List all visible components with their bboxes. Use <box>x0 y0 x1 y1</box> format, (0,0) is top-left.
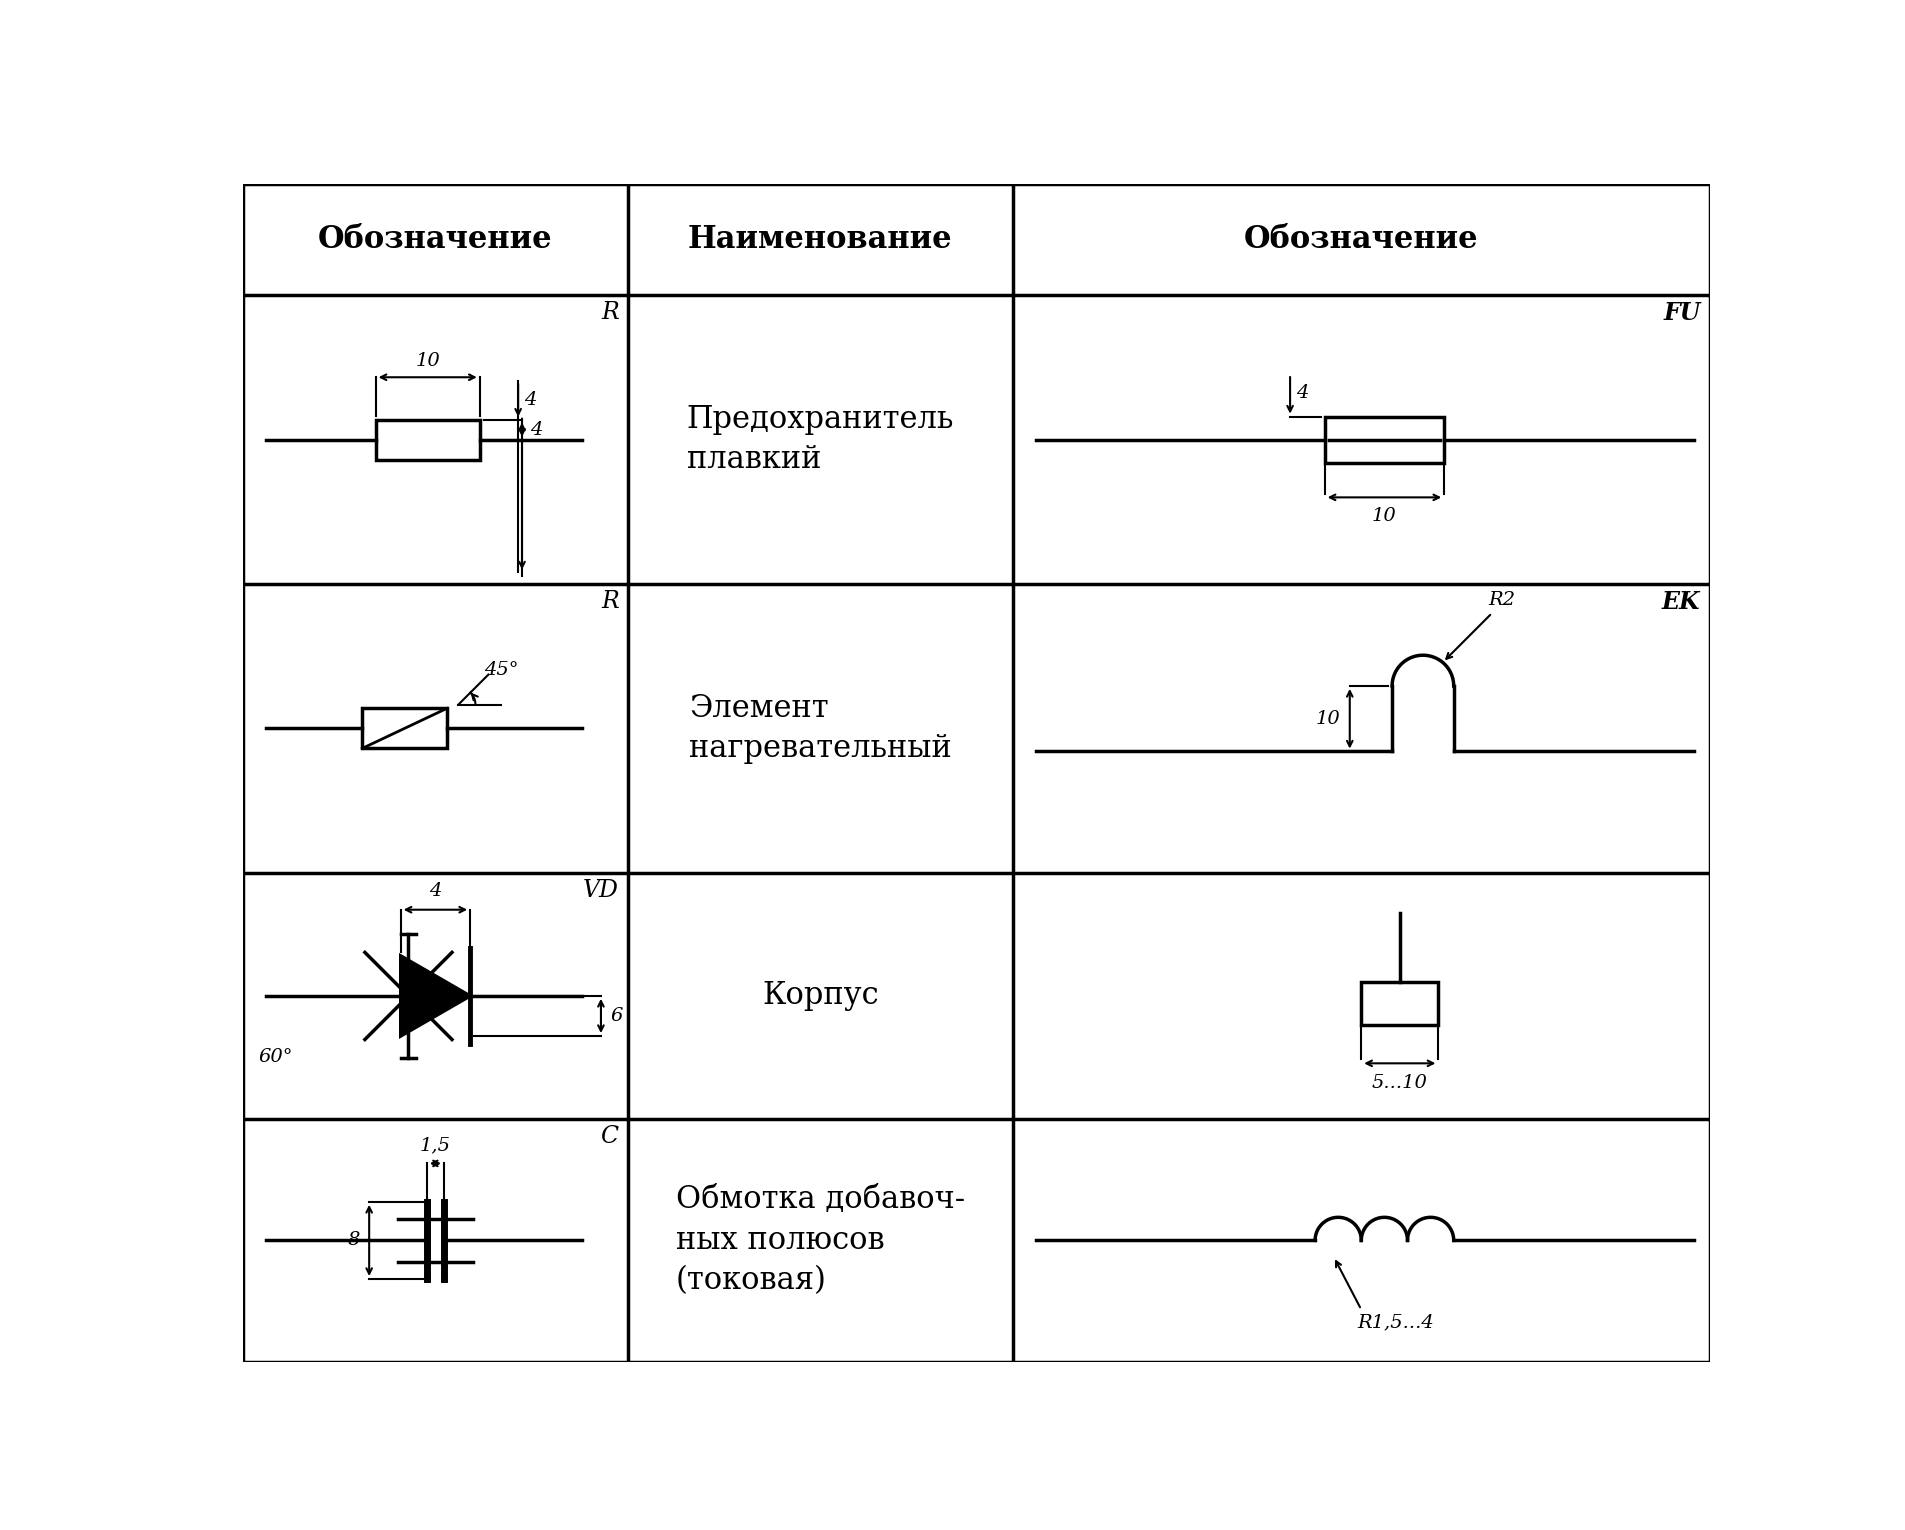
Text: 10: 10 <box>1316 710 1341 728</box>
Text: 4: 4 <box>524 392 537 410</box>
Text: 4: 4 <box>429 883 442 901</box>
Text: 4: 4 <box>530 421 543 439</box>
Text: R2: R2 <box>1488 591 1514 609</box>
Text: 6: 6 <box>610 1007 623 1025</box>
Text: R: R <box>600 591 619 614</box>
Bar <box>1324 416 1444 462</box>
Bar <box>375 419 480 459</box>
Text: Обозначение: Обозначение <box>1244 223 1478 256</box>
Bar <box>362 708 448 748</box>
Bar <box>1362 982 1438 1025</box>
Text: Обмотка добавоч-
ных полюсов
(токовая): Обмотка добавоч- ных полюсов (токовая) <box>676 1184 966 1296</box>
Text: 8: 8 <box>347 1232 360 1250</box>
Text: 10: 10 <box>415 352 440 370</box>
Text: Предохранитель
плавкий: Предохранитель плавкий <box>686 404 954 476</box>
Text: EK: EK <box>1661 591 1701 614</box>
Text: 60°: 60° <box>259 1048 293 1065</box>
Text: 4: 4 <box>1295 384 1309 402</box>
Text: R1,5...4: R1,5...4 <box>1358 1314 1434 1331</box>
Polygon shape <box>400 956 471 1036</box>
Text: C: C <box>600 1125 619 1149</box>
Text: FU: FU <box>1663 301 1701 326</box>
Text: Корпус: Корпус <box>762 981 878 1011</box>
Text: VD: VD <box>583 878 619 901</box>
Text: Обозначение: Обозначение <box>318 223 552 256</box>
Text: 5...10: 5...10 <box>1372 1074 1427 1092</box>
Text: R: R <box>600 301 619 324</box>
Text: 45°: 45° <box>484 661 518 679</box>
Text: Элемент
нагревательный: Элемент нагревательный <box>690 693 952 763</box>
Text: Наименование: Наименование <box>688 223 952 256</box>
Text: 10: 10 <box>1372 506 1396 525</box>
Text: 1,5: 1,5 <box>419 1137 451 1154</box>
